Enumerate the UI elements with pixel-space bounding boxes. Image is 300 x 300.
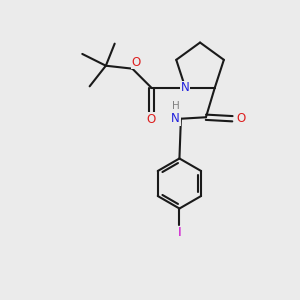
Text: N: N: [181, 81, 190, 94]
Text: O: O: [236, 112, 245, 125]
Text: I: I: [178, 226, 181, 239]
Text: H: H: [172, 101, 179, 111]
Text: N: N: [171, 112, 180, 125]
Text: O: O: [147, 113, 156, 126]
Text: O: O: [131, 56, 140, 69]
